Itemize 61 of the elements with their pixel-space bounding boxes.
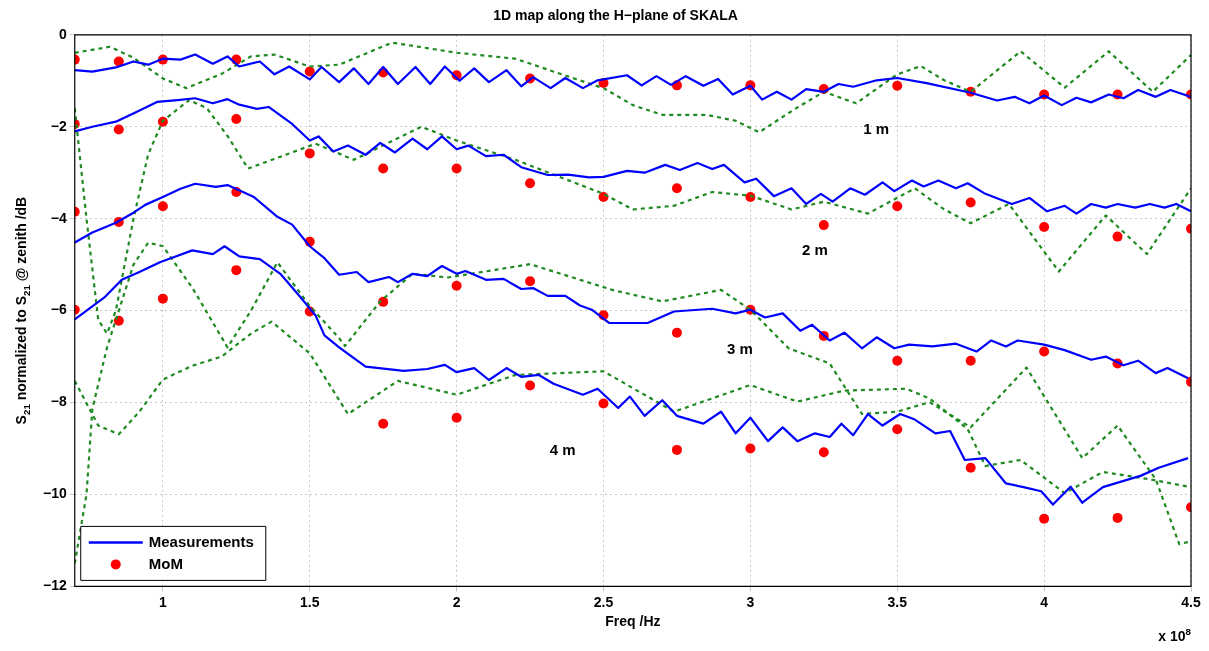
- annotation: 2 m: [801, 241, 828, 259]
- point: [745, 443, 756, 454]
- point: [1112, 231, 1123, 242]
- point: [965, 355, 976, 366]
- point: [451, 163, 462, 174]
- point: [892, 424, 903, 435]
- y-tick-label: −8: [50, 393, 67, 410]
- x-tick-label: 2.5: [593, 593, 614, 610]
- y-tick-label: −10: [43, 485, 67, 502]
- point: [671, 327, 682, 338]
- point: [231, 113, 242, 124]
- point: [1112, 512, 1123, 523]
- point: [671, 183, 682, 194]
- point: [892, 201, 903, 212]
- y-tick-label: 0: [58, 25, 67, 42]
- point: [304, 148, 315, 159]
- x-tick-label: 2: [452, 593, 461, 610]
- x-tick-label: 4.5: [1181, 593, 1201, 610]
- point: [1039, 513, 1050, 524]
- x-tick-label: 3: [746, 593, 755, 610]
- point: [451, 412, 462, 423]
- point: [304, 66, 315, 77]
- x-axis-title: Freq /Hz: [605, 613, 661, 630]
- point: [892, 80, 903, 91]
- point: [231, 265, 242, 276]
- legend-label: Measurements: [148, 532, 254, 550]
- point: [378, 418, 389, 429]
- legend-label: MoM: [148, 554, 183, 572]
- x-tick-label: 1: [158, 593, 167, 610]
- point: [818, 220, 829, 231]
- point: [157, 201, 168, 212]
- line-series: [74, 41, 1191, 134]
- y-tick-label: −2: [50, 117, 67, 134]
- point: [113, 56, 124, 67]
- y-tick-label: −6: [50, 301, 67, 318]
- chart-title: 1D map along the H−plane of SKALA: [493, 7, 738, 24]
- point: [113, 124, 124, 135]
- point: [818, 447, 829, 458]
- point: [1039, 221, 1050, 232]
- point: [1039, 346, 1050, 357]
- x-tick-label: 3.5: [887, 593, 908, 610]
- x-tick-label: 4: [1040, 593, 1049, 610]
- point: [525, 178, 536, 189]
- point: [378, 163, 389, 174]
- point: [525, 380, 536, 391]
- annotation: 1 m: [863, 120, 890, 138]
- point: [671, 444, 682, 455]
- y-tick-label: −4: [50, 209, 67, 226]
- annotation: 4 m: [549, 441, 576, 459]
- point: [598, 398, 609, 409]
- point: [965, 462, 976, 473]
- annotation: 3 m: [727, 340, 753, 358]
- point: [157, 293, 168, 304]
- y-axis-title: S21 normalized to S21 @ zenith /dB: [12, 196, 32, 425]
- point: [525, 276, 536, 287]
- x-tick-label: 1.5: [300, 593, 320, 610]
- point: [965, 197, 976, 208]
- line-series: [74, 98, 1191, 335]
- y-tick-label: −12: [43, 577, 67, 594]
- point: [451, 280, 462, 291]
- point: [892, 355, 903, 366]
